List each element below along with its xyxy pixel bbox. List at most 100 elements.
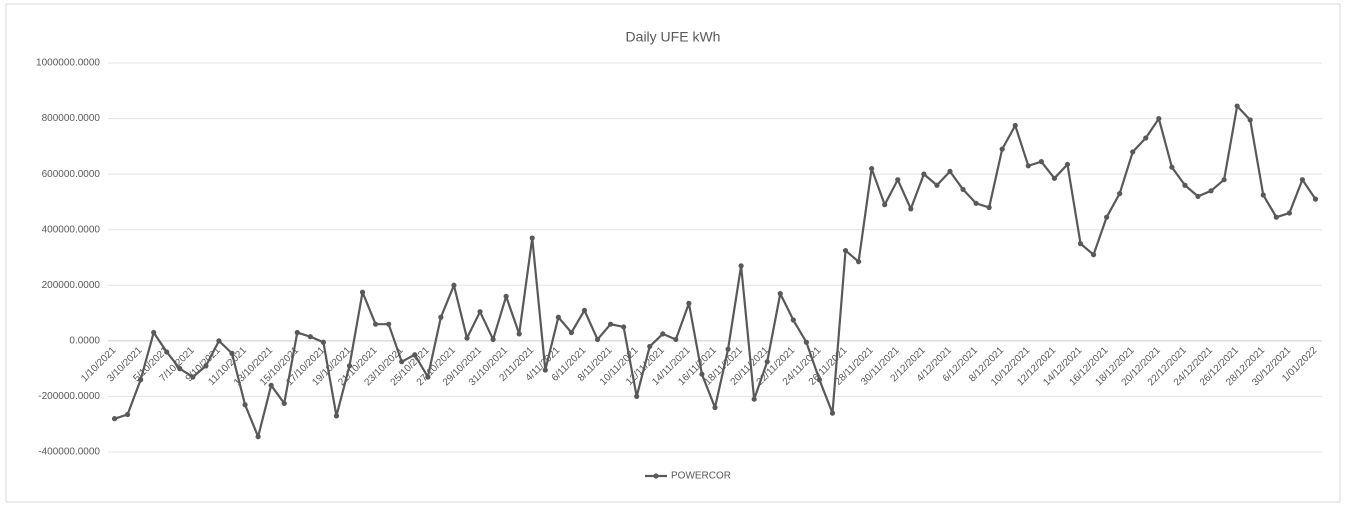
data-point	[1312, 196, 1319, 202]
legend-label: POWERCOR	[671, 471, 731, 482]
data-point	[268, 382, 274, 388]
data-point	[1077, 241, 1084, 247]
data-point	[934, 182, 940, 188]
data-point	[647, 343, 653, 350]
data-point	[451, 282, 457, 288]
data-point	[151, 329, 157, 336]
data-point	[1182, 182, 1188, 188]
data-point	[373, 321, 379, 327]
chart-title: Daily UFE kWh	[626, 29, 721, 45]
data-point	[111, 416, 118, 422]
data-point	[607, 321, 614, 327]
data-point	[594, 336, 601, 343]
data-point	[229, 350, 235, 356]
legend-marker	[653, 473, 659, 479]
data-point	[438, 314, 444, 320]
data-point	[1143, 135, 1149, 141]
data-point	[1286, 210, 1292, 216]
data-point	[1051, 175, 1057, 181]
data-point	[1234, 103, 1240, 109]
data-point	[242, 402, 248, 408]
data-point	[1025, 163, 1031, 169]
data-point	[529, 235, 535, 241]
data-point	[673, 336, 679, 343]
data-point	[634, 393, 640, 400]
data-point	[921, 171, 927, 177]
data-point	[986, 204, 992, 211]
data-point	[1247, 117, 1253, 123]
data-point	[425, 374, 431, 380]
data-point	[333, 413, 340, 419]
data-point	[1299, 177, 1306, 183]
data-point	[660, 331, 666, 337]
data-point	[1038, 159, 1044, 165]
data-point	[1195, 193, 1201, 199]
data-point	[751, 396, 757, 402]
data-point	[1221, 177, 1227, 183]
data-point	[738, 263, 744, 269]
data-point	[216, 338, 222, 344]
y-tick-label: 800000.0000	[42, 113, 101, 124]
data-point	[255, 434, 261, 440]
data-point	[581, 307, 588, 313]
data-point	[490, 336, 496, 343]
data-point	[281, 400, 287, 406]
y-tick-label: 0.0000	[69, 335, 100, 346]
data-point	[1169, 164, 1175, 170]
data-point	[1012, 122, 1018, 129]
data-point	[1104, 214, 1110, 220]
data-point	[320, 339, 326, 345]
data-point	[346, 363, 353, 369]
data-point	[1090, 252, 1097, 258]
data-point	[1130, 149, 1136, 155]
data-point	[947, 168, 953, 174]
data-point	[1260, 192, 1266, 198]
data-point	[412, 352, 418, 358]
y-tick-label: 1000000.0000	[36, 58, 100, 69]
data-point	[855, 259, 862, 265]
data-point	[725, 346, 731, 352]
data-point	[816, 377, 823, 383]
chart-frame	[5, 3, 1341, 503]
data-point	[516, 331, 522, 337]
data-point	[464, 335, 470, 341]
data-point	[621, 324, 627, 330]
data-point	[1117, 190, 1123, 197]
data-point	[359, 289, 366, 295]
y-tick-label: -400000.0000	[38, 447, 100, 458]
data-point	[803, 339, 809, 345]
data-point	[307, 334, 313, 340]
data-point	[882, 202, 888, 208]
data-point	[973, 200, 979, 206]
data-point	[1273, 214, 1279, 220]
data-point	[699, 371, 705, 377]
data-point	[138, 377, 144, 383]
y-tick-label: 600000.0000	[42, 169, 101, 180]
data-point	[203, 363, 209, 369]
data-point	[177, 366, 183, 372]
y-tick-label: -200000.0000	[38, 391, 100, 402]
data-point	[164, 349, 170, 355]
data-point	[869, 165, 875, 172]
data-point	[1156, 115, 1162, 122]
data-point	[477, 309, 483, 315]
data-point	[829, 410, 836, 416]
data-point	[190, 374, 196, 380]
data-point	[1064, 161, 1071, 168]
data-point	[960, 186, 966, 193]
data-point	[686, 300, 692, 306]
data-point	[999, 146, 1005, 152]
data-point	[399, 359, 405, 365]
y-tick-label: 200000.0000	[42, 280, 101, 291]
data-point	[294, 329, 300, 336]
data-point	[790, 317, 796, 323]
data-point	[1208, 188, 1214, 194]
data-point	[842, 247, 849, 254]
data-point	[555, 314, 561, 320]
data-point	[386, 321, 392, 327]
data-point	[895, 177, 901, 183]
data-point	[777, 291, 783, 297]
data-point	[908, 206, 914, 212]
data-point	[124, 411, 131, 418]
